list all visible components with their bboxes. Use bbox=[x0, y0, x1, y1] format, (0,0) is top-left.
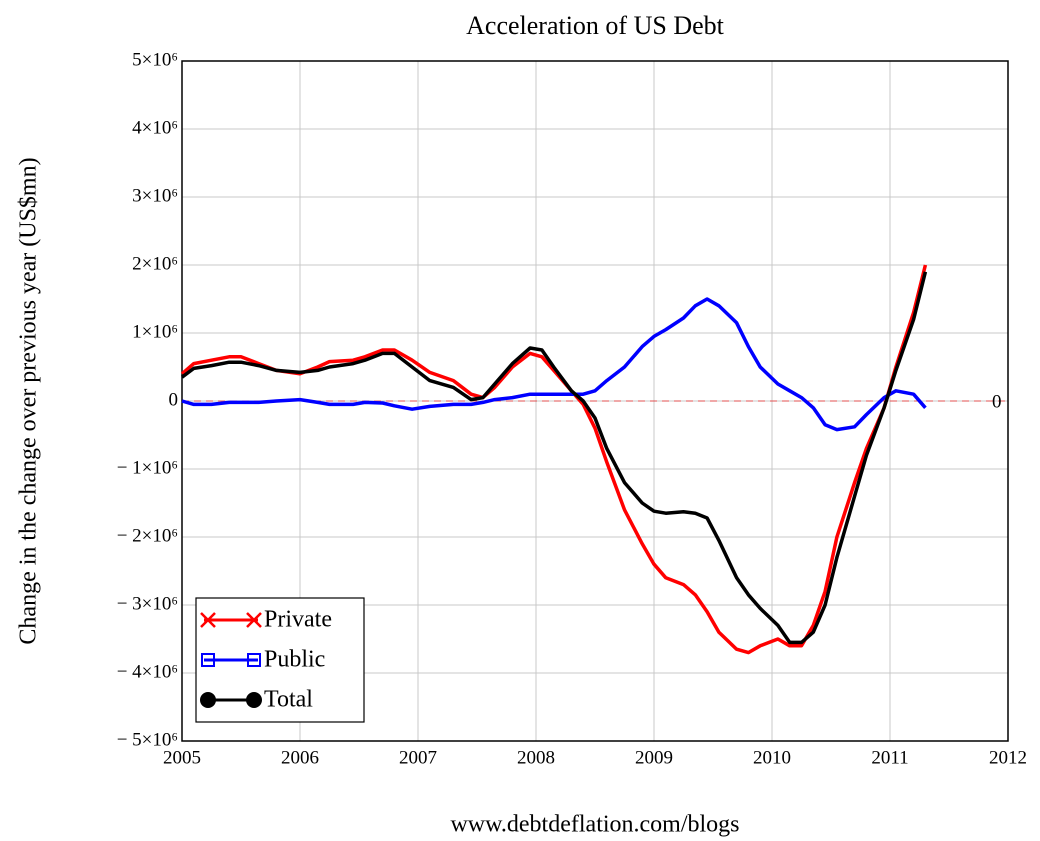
x-tick-label: 2007 bbox=[399, 747, 437, 768]
x-tick-label: 2010 bbox=[753, 747, 791, 768]
y-tick-label: 1×10⁶ bbox=[132, 321, 178, 342]
y-tick-label: 5×10⁶ bbox=[132, 49, 178, 70]
legend-marker bbox=[201, 653, 215, 667]
y-axis-label: Change in the change over previous year … bbox=[16, 157, 42, 644]
legend-marker bbox=[247, 653, 261, 667]
y-tick-label: 3×10⁶ bbox=[132, 185, 178, 206]
y-tick-label: 4×10⁶ bbox=[132, 117, 178, 138]
x-tick-label: 2008 bbox=[517, 747, 555, 768]
x-tick-label: 2006 bbox=[281, 747, 319, 768]
y-tick-label: − 3×10⁶ bbox=[117, 593, 178, 614]
x-tick-label: 2011 bbox=[871, 747, 908, 768]
series-line bbox=[181, 297, 927, 432]
legend-marker bbox=[246, 692, 262, 708]
y-tick-label: − 4×10⁶ bbox=[117, 661, 178, 682]
y-tick-label: 2×10⁶ bbox=[132, 253, 178, 274]
x-tick-label: 2012 bbox=[989, 747, 1027, 768]
y-tick-label: − 2×10⁶ bbox=[117, 525, 178, 546]
legend-label: Public bbox=[264, 647, 325, 673]
series-line bbox=[180, 264, 928, 655]
x-tick-label: 2009 bbox=[635, 747, 673, 768]
y-tick-label: 0 bbox=[169, 389, 179, 410]
y-tick-label: − 5×10⁶ bbox=[117, 729, 178, 750]
x-axis-label: www.debtdeflation.com/blogs bbox=[450, 812, 739, 838]
legend-marker bbox=[246, 612, 262, 628]
y-tick-label: − 1×10⁶ bbox=[117, 457, 178, 478]
legend-label: Private bbox=[264, 607, 332, 633]
legend-label: Total bbox=[264, 687, 313, 713]
chart-title: Acceleration of US Debt bbox=[466, 11, 725, 40]
series-line bbox=[180, 271, 928, 645]
legend-marker bbox=[200, 692, 216, 708]
zero-label: 0 bbox=[992, 391, 1002, 412]
legend-marker bbox=[200, 612, 216, 628]
x-tick-label: 2005 bbox=[163, 747, 201, 768]
